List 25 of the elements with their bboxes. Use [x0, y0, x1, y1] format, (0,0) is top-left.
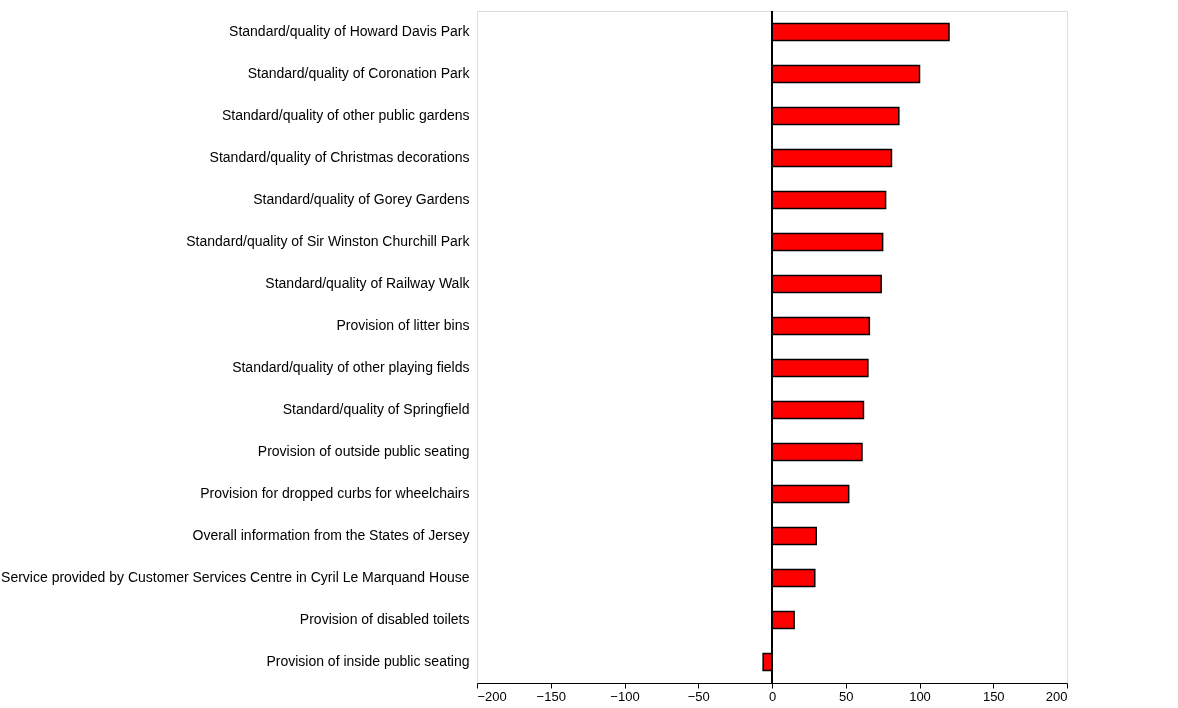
y-tick-label: Standard/quality of Sir Winston Churchill Park [186, 233, 471, 249]
x-tick-label: 0 [768, 688, 777, 704]
x-tick-label: 50 [839, 688, 854, 704]
y-tick-label: Provision of outside public seating [257, 443, 470, 459]
x-tick-label: 200 [1045, 688, 1068, 704]
y-tick-label: Standard/quality of Gorey Gardens [253, 191, 470, 207]
x-tick-label: −200 [477, 688, 507, 704]
y-tick-label: Standard/quality of other public gardens [222, 107, 470, 123]
y-tick-label: Overall information from the States of Jersey [192, 527, 470, 543]
y-tick-label: Service provided by Customer Services Centre in Cyril Le Marquand House [1, 569, 470, 585]
y-tick-label: Standard/quality of Howard Davis Park [229, 23, 471, 39]
y-tick-label: Standard/quality of Railway Walk [265, 275, 471, 291]
x-tick-label: 100 [909, 688, 931, 704]
x-tick-label: 150 [982, 688, 1005, 704]
y-tick-label: Standard/quality of Coronation Park [247, 65, 471, 81]
y-tick-label: Standard/quality of other playing fields [232, 359, 470, 375]
y-tick-label: Provision of litter bins [336, 317, 470, 333]
x-tick-label: −100 [610, 688, 640, 704]
y-tick-label: Provision for dropped curbs for wheelchairs [200, 485, 470, 501]
y-tick-label: Provision of inside public seating [266, 653, 470, 669]
y-tick-label: Standard/quality of Springfield [282, 401, 470, 417]
y-tick-label: Provision of disabled toilets [299, 611, 470, 627]
x-tick-label: −150 [536, 688, 566, 704]
y-tick-label: Standard/quality of Christmas decorations [209, 149, 470, 165]
x-tick-label: −50 [687, 688, 710, 704]
